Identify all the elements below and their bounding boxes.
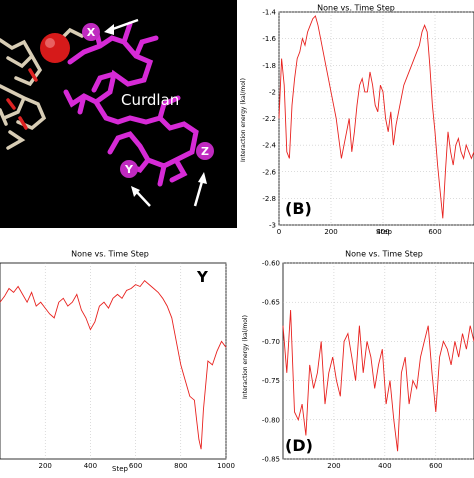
chart-b-ytick-label: -3 [269,222,276,230]
chart-d-panel: None vs. Time Step Interaction energy (k… [237,237,474,474]
white-arrows [104,18,207,207]
chart-d-xtick-label: 400 [378,462,391,470]
chart-c-xtick-label: 400 [84,462,97,470]
chart-c-plot: 200 400 600 800 1000 [0,262,235,470]
chart-b-ytick-label: -1.8 [262,62,276,70]
chart-b-ytick-label: -1.6 [262,35,276,43]
chart-d-ytick-label: -0.85 [262,456,280,464]
marker-y-label: Y [124,163,134,176]
chart-b-xtick-label: 400 [376,228,389,236]
chart-b-ytick-label: -2.6 [262,168,276,176]
curdlan-molecule-panel: X Y Z Curdlan [0,0,237,228]
chart-c-series-line [0,279,227,450]
red-sphere [40,33,70,63]
chart-b-ytick-label: -2 [269,88,276,96]
chart-d: None vs. Time Step Interaction energy (k… [242,250,474,470]
chart-d-ylabel: Interaction energy (kal/mol) [242,315,249,399]
chart-d-plot: 200 400 600 -0.60 -0.65 -0.70 -0.75 -0.80 -0.85 [262,260,474,470]
chart-d-ytick-label: -0.80 [262,416,280,424]
chart-d-ytick-label: -0.75 [262,377,280,385]
chart-c-xlabel: Step [112,465,128,473]
chart-b-ytick-label: -2.2 [262,115,276,123]
curdlan-molecule-render: X Y Z Curdlan [0,18,214,207]
marker-x-label: X [87,26,96,39]
chart-b-panel: None vs. Time Step Interaction energy (k… [237,0,474,237]
chart-b-ytick-label: -2.4 [262,142,276,150]
chart-c-xtick-label: 1000 [217,462,235,470]
chart-c-xtick-label: 600 [129,462,142,470]
chart-b-xtick-label: 600 [428,228,441,236]
chart-b-title: None vs. Time Step [317,4,395,13]
chart-b-panel-label: (B) [285,199,312,218]
chart-b-xtick-label: 0 [277,228,281,236]
chart-d-xtick-label: 200 [327,462,340,470]
magenta-molecule [63,21,199,187]
chart-c-title: None vs. Time Step [71,250,149,259]
chart-b-plot: 0 200 400 600 -1.4 -1.6 -1.8 -2 -2.2 -2.4 -2.6 -2.8… [262,9,474,236]
chart-c-panel: None vs. Time Step Step Y 200 400 600 800 10… [0,237,237,474]
chart-d-xtick-label: 600 [429,462,442,470]
chart-c-xtick-label: 200 [39,462,52,470]
chart-b-xlabel: Step [376,228,392,236]
chart-b-ylabel: Interaction energy (kal/mol) [240,78,247,162]
chart-d-title: None vs. Time Step [345,250,423,259]
chart-c-xtick-label: 800 [174,462,187,470]
chart-c-frame [0,262,227,460]
chart-b: None vs. Time Step Interaction energy (k… [240,4,474,236]
chart-b-series-line [278,15,474,219]
chart-d-ytick-label: -0.65 [262,299,280,307]
marker-z-label: Z [201,145,209,158]
chart-d-ytick-label: -0.60 [262,260,280,268]
curdlan-label: Curdlan [121,91,179,109]
chart-d-series-line [282,309,474,452]
chart-b-xtick-label: 200 [324,228,337,236]
chart-d-panel-label: (D) [285,436,313,455]
chart-d-frame [282,262,474,460]
chart-d-ytick-label: -0.70 [262,338,280,346]
tan-molecule [0,27,84,150]
chart-b-ytick-label: -2.8 [262,195,276,203]
chart-b-ytick-label: -1.4 [262,9,276,17]
chart-c: None vs. Time Step Step Y 200 400 600 800 10… [0,250,235,473]
chart-c-panel-label: Y [196,268,209,286]
